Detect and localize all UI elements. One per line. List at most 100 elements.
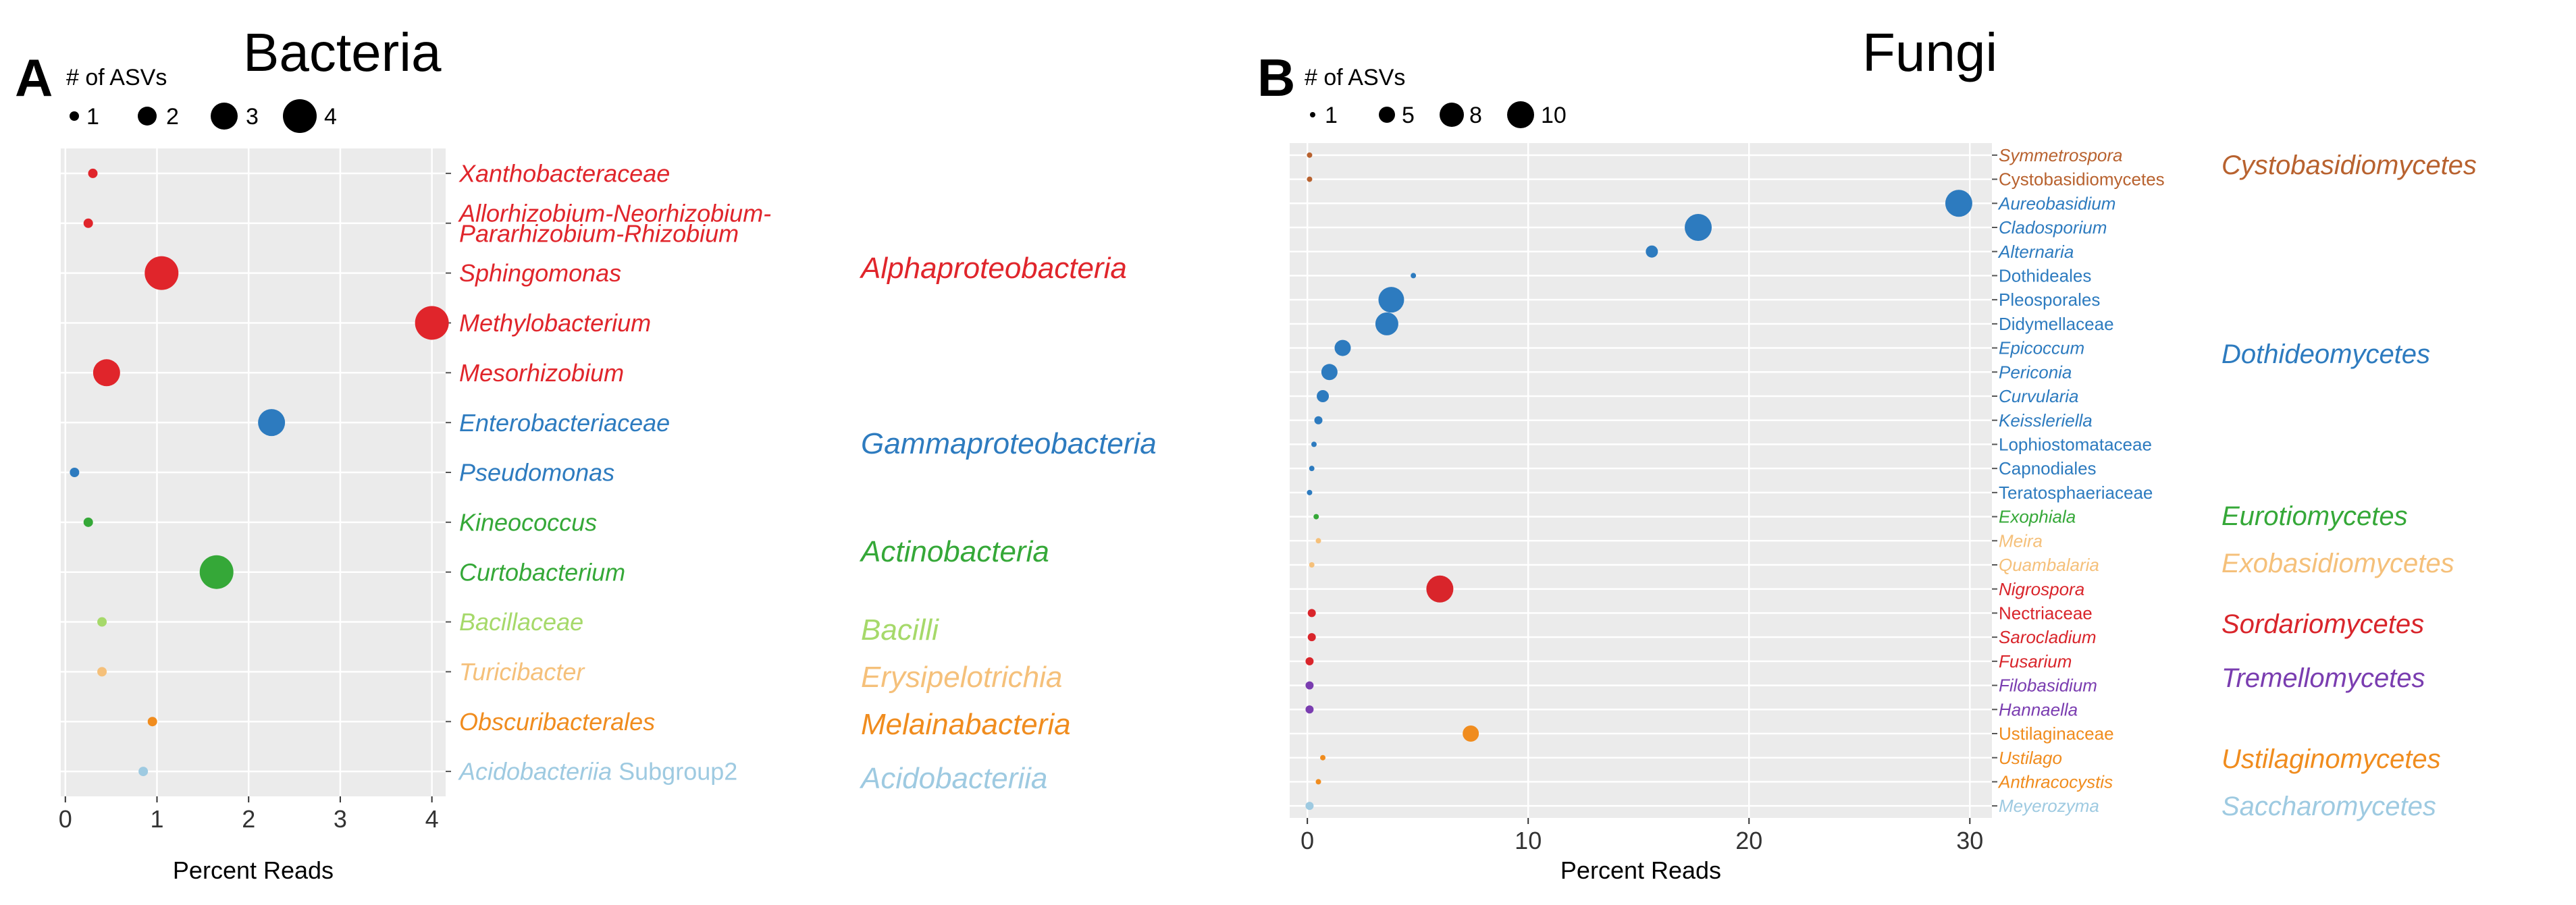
y-tick-label: Methylobacterium — [459, 309, 651, 337]
y-tick-label: Meira — [1999, 530, 2043, 551]
data-point — [1307, 633, 1316, 642]
x-tick-label: 0 — [1300, 827, 1314, 854]
x-tick-label: 1 — [150, 805, 163, 833]
y-tick-label: Epicoccum — [1999, 338, 2084, 358]
class-labels: Alphaproteobacteria Gammaproteobacteria Ac… — [859, 252, 1157, 795]
data-point — [1314, 416, 1323, 424]
class-label: Sordariomycetes — [2222, 609, 2424, 639]
panel-bacteria: A Bacteria # of ASVs 1 2 3 4 0 1 2 3 4 Percent … — [15, 22, 1157, 884]
y-tick-label: Symmetrospora — [1999, 145, 2123, 165]
data-point — [415, 306, 449, 340]
class-label: Actinobacteria — [859, 535, 1049, 568]
data-point — [1305, 705, 1314, 714]
data-point — [1646, 245, 1658, 258]
y-tick-label: Obscuribacterales — [459, 708, 655, 736]
class-label: Saccharomycetes — [2222, 792, 2436, 821]
data-point — [1307, 152, 1313, 158]
data-point — [93, 359, 120, 387]
data-point — [83, 218, 93, 228]
legend-label: 5 — [1402, 103, 1415, 128]
y-tick-label: Cladosporium — [1999, 217, 2107, 238]
class-label: Tremellomycetes — [2222, 663, 2425, 693]
data-point — [83, 517, 93, 527]
class-label: Eurotiomycetes — [2222, 501, 2408, 531]
data-point — [88, 168, 98, 178]
y-tick-label: Acidobacteriia Subgroup2 — [458, 758, 737, 786]
y-tick-label: Cystobasidiomycetes — [1999, 169, 2165, 190]
panel-label: A — [15, 48, 53, 107]
data-point — [1426, 575, 1454, 603]
data-point — [1315, 779, 1321, 785]
data-point — [1411, 273, 1417, 279]
data-point — [1375, 312, 1398, 335]
y-tick-label: Dothideales — [1999, 266, 2091, 286]
x-tick-label: 30 — [1956, 827, 1983, 854]
x-tick-label: 2 — [242, 805, 255, 833]
plot-panel — [1290, 143, 1992, 818]
data-point — [1320, 755, 1326, 761]
data-point — [1305, 657, 1314, 665]
data-point — [1313, 514, 1319, 520]
size-legend: 1 5 8 10 — [1310, 101, 1567, 128]
x-tick-label: 10 — [1515, 827, 1542, 854]
data-point — [1945, 190, 1972, 217]
y-tick-label: Kineococcus — [459, 508, 597, 536]
data-point — [1305, 681, 1314, 690]
data-points — [1305, 152, 1972, 811]
data-point — [70, 468, 80, 477]
y-tick-label: Enterobacteriaceae — [459, 409, 670, 437]
data-point — [147, 717, 157, 727]
y-tick-label: Periconia — [1999, 362, 2072, 382]
legend-label: 10 — [1541, 103, 1567, 128]
data-point — [1311, 441, 1317, 447]
y-tick-label: Curtobacterium — [459, 558, 625, 586]
legend-symbol — [1440, 103, 1464, 127]
y-tick-label: Aureobasidium — [1997, 193, 2115, 213]
x-axis: 0 10 20 30 — [1300, 818, 1983, 854]
legend-label: 2 — [166, 104, 179, 130]
y-tick-label: Mesorhizobium — [459, 359, 624, 387]
data-point — [1334, 339, 1351, 356]
panel-label: B — [1257, 48, 1295, 107]
class-label: Acidobacteriia — [859, 762, 1047, 795]
y-tick-label: Exophiala — [1999, 507, 2076, 527]
data-point — [1309, 466, 1315, 472]
x-axis-label: Percent Reads — [1560, 856, 1721, 884]
legend-symbol — [1379, 107, 1395, 123]
x-tick-label: 4 — [425, 805, 439, 833]
x-axis-label: Percent Reads — [173, 856, 334, 884]
data-point — [1307, 489, 1313, 495]
data-point — [144, 256, 179, 290]
legend-label: 4 — [324, 104, 337, 130]
y-tick-label: Pleosporales — [1999, 290, 2100, 310]
y-tick-label: Ustilaginaceae — [1999, 723, 2114, 744]
y-tick-label: Teratosphaeriaceae — [1999, 483, 2153, 503]
class-label: Bacilli — [861, 613, 939, 647]
data-point — [1321, 364, 1338, 381]
chart-title: Bacteria — [243, 22, 442, 82]
legend-label: 1 — [86, 104, 99, 130]
class-label: Gammaproteobacteria — [861, 427, 1157, 460]
y-tick-label: Didymellaceae — [1999, 314, 2114, 334]
y-tick-label: Ustilago — [1999, 748, 2062, 768]
y-tick-label: Sphingomonas — [459, 259, 621, 287]
y-tick-label: Xanthobacteraceae — [458, 160, 670, 188]
legend-label: 1 — [1325, 103, 1338, 128]
data-point — [1685, 214, 1712, 241]
data-point — [138, 767, 149, 777]
y-axis-labels: Xanthobacteraceae Allorhizobium-Neorhizob… — [446, 160, 771, 786]
data-point — [1307, 609, 1316, 618]
legend-label: 8 — [1469, 103, 1482, 128]
y-tick-label: Curvularia — [1999, 386, 2079, 406]
class-label: Ustilaginomycetes — [2222, 744, 2441, 774]
y-tick-label: Bacillaceae — [459, 608, 583, 636]
data-point — [1307, 176, 1313, 182]
class-labels: Cystobasidiomycetes Dothideomycetes Euroti… — [2222, 150, 2477, 821]
class-label: Dothideomycetes — [2222, 339, 2430, 369]
y-tick-label: Filobasidium — [1999, 676, 2097, 696]
data-point — [97, 617, 107, 627]
data-point — [97, 667, 107, 677]
data-point — [1305, 802, 1314, 811]
y-tick-label: Hannaella — [1999, 699, 2078, 719]
data-point — [199, 555, 234, 589]
